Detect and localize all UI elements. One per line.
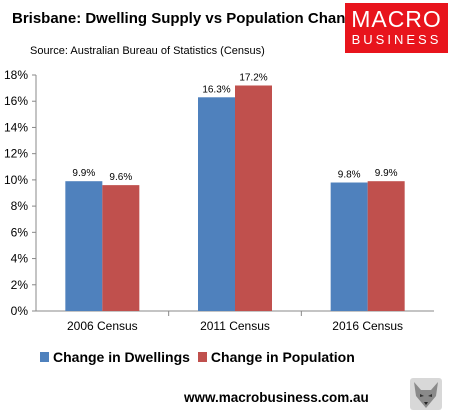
logo-line-2: BUSINESS [351, 32, 442, 47]
x-tick-label: 2011 Census [200, 319, 270, 333]
source-note: Source: Australian Bureau of Statistics … [30, 45, 265, 57]
legend-item-population: Change in Population [197, 349, 355, 365]
logo-line-1: MACRO [351, 6, 442, 32]
bar-dwellings [330, 182, 368, 311]
bar-dwellings [198, 97, 235, 312]
y-tick-label: 10% [4, 173, 28, 187]
legend-swatch-dwellings [40, 352, 49, 362]
bar-population [102, 185, 140, 311]
x-tick-label: 2016 Census [332, 319, 403, 333]
data-label: 9.9% [375, 168, 398, 179]
macrobusiness-logo: MACRO BUSINESS [345, 3, 448, 53]
bar-chart: 0% 2% 4% 6% 8% 10% 12% 14% 16% 18% 9.9% 9.6% 2006 Ce… [4, 68, 434, 333]
data-label: 16.3% [202, 84, 230, 95]
legend-swatch-population [197, 352, 207, 362]
legend: Change in Dwellings Change in Population [40, 349, 363, 365]
legend-label-population: Change in Population [210, 349, 355, 365]
legend-item-dwellings: Change in Dwellings [40, 349, 190, 365]
y-tick-label: 4% [11, 252, 29, 266]
footer-url: www.macrobusiness.com.au [184, 390, 369, 405]
y-tick-label: 2% [11, 278, 29, 292]
x-tick-label: 2006 Census [67, 319, 138, 333]
data-label: 9.9% [72, 168, 95, 179]
data-label: 17.2% [239, 72, 267, 83]
bar-population [235, 85, 272, 311]
y-tick-label: 14% [4, 120, 28, 134]
bar-dwellings [65, 181, 103, 311]
data-label: 9.6% [109, 172, 132, 183]
chart-title: Brisbane: Dwelling Supply vs Population … [12, 10, 363, 27]
y-tick-label: 6% [11, 225, 29, 239]
data-label: 9.8% [338, 170, 361, 181]
y-tick-label: 0% [11, 304, 29, 318]
y-tick-label: 12% [4, 147, 28, 161]
y-tick-label: 16% [4, 94, 28, 108]
bar-population [367, 181, 405, 311]
y-tick-label: 8% [11, 199, 29, 213]
legend-label-dwellings: Change in Dwellings [53, 349, 190, 365]
wolf-icon [410, 378, 442, 410]
y-tick-label: 18% [4, 68, 28, 82]
